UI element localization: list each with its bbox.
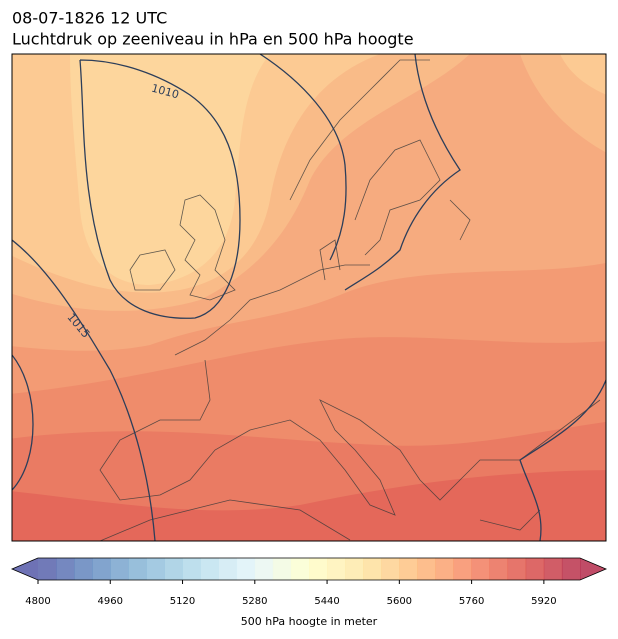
- subtitle: Luchtdruk op zeeniveau in hPa en 500 hPa…: [12, 30, 414, 49]
- colorbar-bin: [507, 558, 527, 580]
- coastline: [174, 199, 471, 356]
- colorbar-bin: [435, 558, 454, 580]
- title: 08-07-1826 12 UTC: [12, 9, 167, 28]
- isobar: [259, 54, 347, 261]
- colorbar-bin: [128, 558, 147, 580]
- colorbar-bin: [56, 558, 75, 580]
- colorbar-bin: [92, 558, 111, 580]
- colorbar: 4800 4960 5120 5280 5440 5600 5760 5920 500 hPa …: [10, 557, 608, 628]
- colorbar-tick-label: 5120: [170, 596, 195, 607]
- coastline: [129, 249, 176, 291]
- colorbar-tick-label: 5600: [387, 596, 412, 607]
- coastline: [179, 194, 236, 301]
- colorbar-extend: [12, 558, 38, 580]
- colorbar-bin: [471, 558, 490, 580]
- height-band: [70, 54, 270, 285]
- colorbar-bin: [525, 558, 545, 580]
- colorbar-tick-label: 5920: [531, 596, 556, 607]
- colorbar-bin: [489, 558, 509, 580]
- isobar: [12, 239, 156, 541]
- colorbar-bin: [290, 558, 310, 580]
- colorbar-bin: [218, 558, 238, 580]
- isobar: [12, 354, 34, 491]
- colorbar-bin: [236, 558, 256, 580]
- colorbar-bin: [561, 558, 581, 580]
- colorbar-bin: [182, 558, 201, 580]
- colorbar-bin: [453, 558, 472, 580]
- colorbar-bin: [146, 558, 165, 580]
- isobar: [79, 59, 241, 319]
- coastline: [289, 59, 441, 281]
- colorbar-tick-label: 5760: [459, 596, 484, 607]
- colorbar-label: 500 hPa hoogte in meter: [241, 615, 378, 628]
- isobar: [344, 54, 461, 291]
- colorbar-bin: [164, 558, 183, 580]
- colorbar-tick-label: 5280: [242, 596, 267, 607]
- colorbar-tick-label: 4800: [25, 596, 50, 607]
- colorbar-bin: [110, 558, 129, 580]
- colorbar-extend: [580, 558, 606, 580]
- colorbar-bin: [417, 558, 436, 580]
- colorbar-bin: [272, 558, 292, 580]
- colorbar-bin: [543, 558, 563, 580]
- coastline: [99, 359, 601, 516]
- colorbar-bin: [74, 558, 93, 580]
- colorbar-bin: [345, 558, 364, 580]
- colorbar-outline: [10, 557, 608, 581]
- map-frame: [11, 53, 607, 542]
- colorbar-bin: [327, 558, 346, 580]
- colorbar-bin: [399, 558, 418, 580]
- map: 1010 1015: [12, 54, 606, 541]
- colorbar-bin: [254, 558, 274, 580]
- isobar: [519, 379, 606, 541]
- colorbar-bin: [309, 558, 328, 580]
- colorbar-bin: [38, 558, 57, 580]
- colorbar-bin: [363, 558, 382, 580]
- colorbar-tick-label: 5440: [314, 596, 339, 607]
- colorbar-tick-label: 4960: [98, 596, 123, 607]
- colorbar-bin: [381, 558, 400, 580]
- colorbar-bin: [200, 558, 219, 580]
- coastline: [99, 499, 541, 541]
